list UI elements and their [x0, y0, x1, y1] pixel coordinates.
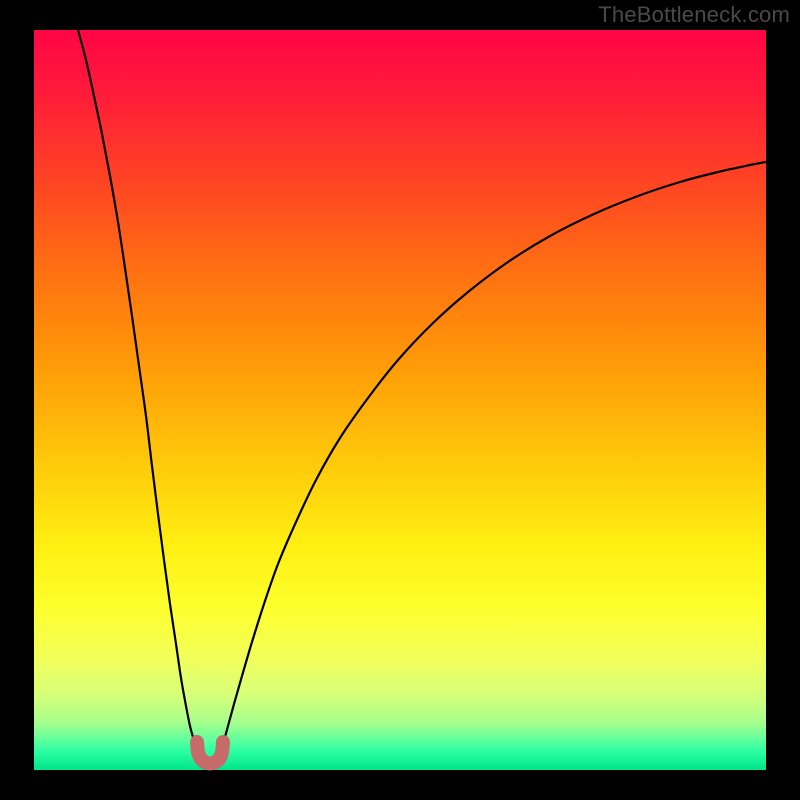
chart-svg [0, 0, 800, 800]
watermark-text: TheBottleneck.com [598, 2, 790, 28]
chart-container: TheBottleneck.com [0, 0, 800, 800]
